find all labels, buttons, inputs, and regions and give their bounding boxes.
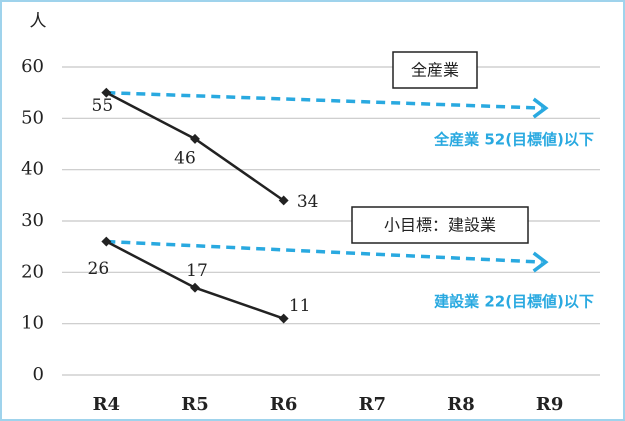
- legend-box: [392, 51, 478, 89]
- target-label: 全産業 52(目標値)以下: [433, 131, 594, 149]
- arrow-head: [532, 97, 549, 119]
- data-label: 34: [297, 192, 319, 212]
- data-label: 17: [186, 261, 208, 281]
- y-tick-label: 50: [21, 107, 44, 128]
- target-arrow: [106, 239, 542, 264]
- series-line: [105, 91, 285, 202]
- target-label: 建設業 22(目標値)以下: [434, 293, 594, 311]
- point: [190, 133, 200, 144]
- x-tick-label: R6: [270, 394, 297, 415]
- data-label: 11: [289, 296, 311, 316]
- legend-label: 全産業: [411, 61, 459, 80]
- data-label: 55: [92, 96, 114, 116]
- y-tick-label: 40: [21, 159, 44, 180]
- legend-box: [351, 206, 529, 244]
- point: [101, 87, 112, 98]
- x-tick-label: R9: [536, 394, 563, 415]
- data-label: 26: [88, 259, 110, 279]
- x-tick-label: R8: [447, 394, 474, 415]
- y-tick-label: 0: [33, 364, 44, 385]
- point: [101, 236, 112, 247]
- point: [278, 195, 289, 206]
- data-label: 46: [174, 148, 196, 168]
- point: [190, 282, 200, 293]
- legend-label: 小目標：建設業: [384, 216, 496, 235]
- arrow-head: [532, 251, 549, 273]
- y-tick-label: 60: [21, 56, 44, 77]
- target-arrow: [106, 90, 542, 110]
- point: [278, 313, 289, 324]
- x-tick-label: R4: [93, 394, 120, 415]
- x-tick-label: R7: [359, 394, 386, 415]
- y-tick-label: 20: [21, 261, 44, 282]
- y-unit: 人: [30, 12, 47, 32]
- y-tick-label: 10: [21, 313, 44, 334]
- y-tick-label: 30: [21, 210, 44, 231]
- x-tick-label: R5: [181, 394, 208, 415]
